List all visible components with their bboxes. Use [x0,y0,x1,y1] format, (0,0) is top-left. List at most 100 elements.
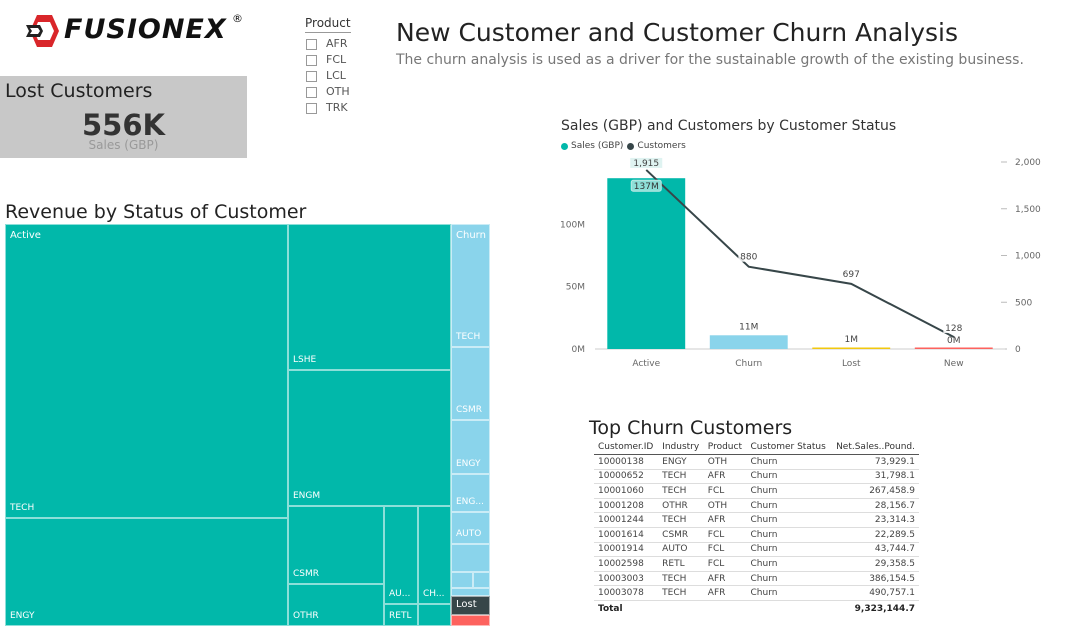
column-header[interactable]: Customer Status [746,440,831,455]
treemap-cell-label: RETL [389,611,412,621]
treemap-cell-active-othr[interactable]: OTHR [288,584,384,626]
table-cell: 10003078 [594,585,659,601]
treemap-group-label: Lost [456,599,477,610]
right-axis-tick-label: 2,000 [1015,158,1041,168]
table-cell: 23,314.3 [830,512,919,528]
kpi-title: Lost Customers [5,80,153,102]
bar-data-label: 137M [634,182,659,192]
table-row[interactable]: 10000138 ENGY OTH Churn 73,929.1 [594,454,919,470]
treemap-cell-churn-csmr[interactable]: CSMR [451,347,490,420]
logo-text: FUSIONEX [64,14,227,45]
table-row[interactable]: 10003078 TECH AFR Churn 490,757.1 [594,585,919,601]
slicer-item-oth[interactable]: OTH [306,84,385,100]
table-row[interactable]: 10003003 TECH AFR Churn 386,154.5 [594,571,919,587]
table-row[interactable]: 10001914 AUTO FCL Churn 43,744.7 [594,542,919,558]
table-cell: RETL [658,556,704,572]
bar-data-label-bg [630,179,662,192]
treemap-cell-active-csmr[interactable]: CSMR [288,506,384,584]
table-cell: AFR [703,571,747,587]
treemap-cell-churn-engy[interactable]: ENGY [451,420,490,474]
table-title: Top Churn Customers [589,417,793,439]
revenue-treemap[interactable]: Active TECH ENGY LSHE ENGM CSMR OTHR AU.… [5,224,490,626]
treemap-cell-churn-eng[interactable]: ENG... [451,474,490,512]
slicer-item-lcl[interactable]: LCL [306,68,385,84]
treemap-cell-churn-b[interactable] [451,572,473,588]
treemap-cell-label: AUTO [456,529,482,539]
column-header[interactable]: Net.Sales..Pound. [830,440,919,455]
bar-data-label: 11M [739,322,758,332]
table-row[interactable]: 10001244 TECH AFR Churn 23,314.3 [594,512,919,528]
line-data-label: 128 [945,324,962,334]
right-axis-tick-label: 500 [1015,298,1032,308]
treemap-cell-active-tech[interactable]: Active TECH [5,224,288,518]
line-data-label-bg [943,323,965,334]
slicer-item-trk[interactable]: TRK [306,100,385,116]
treemap-cell-label: ENGY [456,459,481,469]
table-cell: 267,458.9 [830,483,919,499]
column-header[interactable]: Industry [658,440,704,455]
column-header[interactable]: Customer.ID [594,440,659,455]
table-cell: Churn [746,483,831,499]
slicer-item-label: FCL [326,53,347,66]
line-data-label: 1,915 [633,159,659,169]
table-cell [746,599,831,618]
legend-item-customers[interactable]: Customers [627,141,686,151]
table-cell [658,599,704,618]
treemap-cell-churn-c[interactable] [473,572,490,588]
treemap-cell-active-ch[interactable]: CH... [418,506,451,604]
treemap-cell-active-engy[interactable]: ENGY [5,518,288,626]
slicer-item-fcl[interactable]: FCL [306,52,385,68]
checkbox-icon[interactable] [306,102,317,114]
table-cell: FCL [703,556,747,572]
fusionex-logo: FUSIONEX ® [24,12,244,52]
treemap-cell-new[interactable] [451,615,490,626]
treemap-cell-churn-top[interactable]: Churn TECH [451,224,490,347]
table-cell: ENGY [658,454,704,470]
sales-customers-combo-chart[interactable]: 0M 50M 100M 0 500 1,000 1,500 2,000 Active Churn L… [555,150,1050,375]
treemap-cell-churn-auto[interactable]: AUTO [451,512,490,544]
bar-churn [709,335,788,349]
table-cell: 22,289.5 [830,527,919,543]
kpi-label: Sales (GBP) [88,138,159,152]
table-cell: Churn [746,498,831,514]
table-cell: CSMR [658,527,704,543]
table-row[interactable]: 10001208 OTHR OTH Churn 28,156.7 [594,498,919,514]
table-cell: 10002598 [594,556,659,572]
table-row[interactable]: 10001614 CSMR FCL Churn 22,289.5 [594,527,919,543]
treemap-cell-active-au[interactable]: AU... [384,506,418,604]
column-header[interactable]: Product [703,440,747,455]
table-row[interactable]: 10002598 RETL FCL Churn 29,358.5 [594,556,919,572]
registered-mark: ® [232,12,243,25]
slicer-item-afr[interactable]: AFR [306,36,385,52]
table-cell: Churn [746,556,831,572]
table-cell: 10001060 [594,483,659,499]
treemap-cell-active-engm[interactable]: ENGM [288,370,451,506]
page-subtitle: The churn analysis is used as a driver f… [396,52,1024,68]
treemap-cell-lost[interactable]: Lost [451,596,490,615]
treemap-cell-active-lshe[interactable]: LSHE [288,224,451,370]
x-axis-tick-label: Lost [842,359,861,369]
legend-item-sales[interactable]: Sales (GBP) [561,141,623,151]
total-label: Total [594,599,659,618]
table-cell: 10001614 [594,527,659,543]
table-cell: Churn [746,469,831,485]
x-axis-tick-label: New [944,359,964,369]
table-cell: AUTO [658,542,704,558]
checkbox-icon[interactable] [306,86,317,98]
slicer-item-label: TRK [326,101,348,114]
table-row[interactable]: 10001060 TECH FCL Churn 267,458.9 [594,483,919,499]
treemap-cell-active-small[interactable] [418,604,451,626]
table-cell [703,599,747,618]
checkbox-icon[interactable] [306,54,317,66]
table-row[interactable]: 10000652 TECH AFR Churn 31,798.1 [594,469,919,485]
lost-customers-card[interactable]: Lost Customers 556K Sales (GBP) [0,76,247,158]
treemap-cell-churn-d[interactable] [451,588,490,596]
treemap-cell-churn-a[interactable] [451,544,490,572]
treemap-cell-label: ENGY [10,611,35,621]
checkbox-icon[interactable] [306,38,317,50]
treemap-cell-label: ENG... [456,497,484,507]
checkbox-icon[interactable] [306,70,317,82]
x-axis-tick-label: Churn [735,359,762,369]
treemap-cell-active-retl[interactable]: RETL [384,604,418,626]
treemap-cell-label: TECH [10,503,35,513]
